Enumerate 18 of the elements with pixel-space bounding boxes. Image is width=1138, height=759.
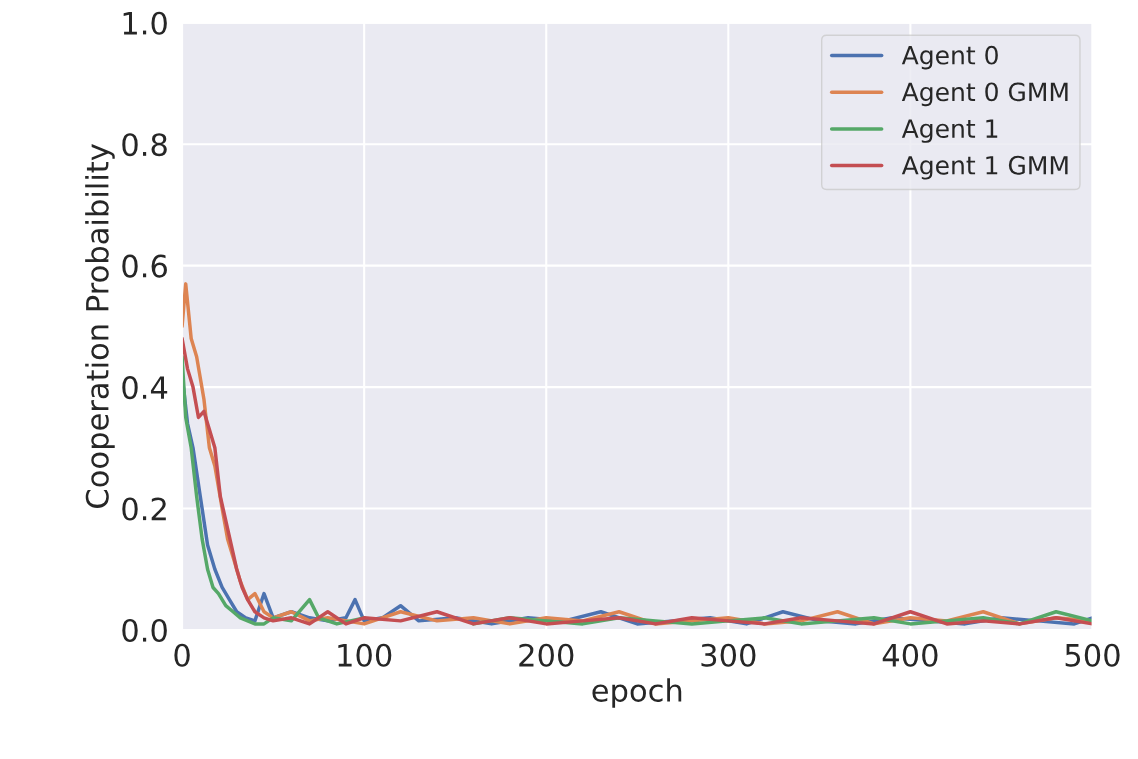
y-tick-label: 1.0 (123, 11, 167, 35)
legend-label: Agent 0 GMM (901, 82, 1068, 107)
x-tick-label: 400 (882, 643, 938, 667)
y-tick-label: 0.8 (122, 133, 167, 157)
legend-label: Agent 0 (901, 45, 998, 70)
x-axis-title: epoch (592, 678, 682, 708)
x-tick-label: 500 (1065, 643, 1120, 667)
x-tick-label: 200 (519, 643, 574, 667)
y-tick-label: 0.4 (122, 376, 168, 400)
legend-label: Agent 1 GMM (901, 155, 1068, 180)
x-tick-label: 300 (701, 643, 756, 667)
x-tick-label: 0 (174, 643, 190, 667)
legend-label: Agent 1 (901, 119, 998, 143)
y-axis-title: Cooperation Probaibility (85, 144, 115, 508)
y-tick-label: 0.0 (122, 618, 167, 643)
x-tick-label: 100 (338, 643, 392, 667)
y-tick-label: 0.2 (122, 497, 166, 521)
y-tick-label: 0.6 (122, 254, 167, 278)
